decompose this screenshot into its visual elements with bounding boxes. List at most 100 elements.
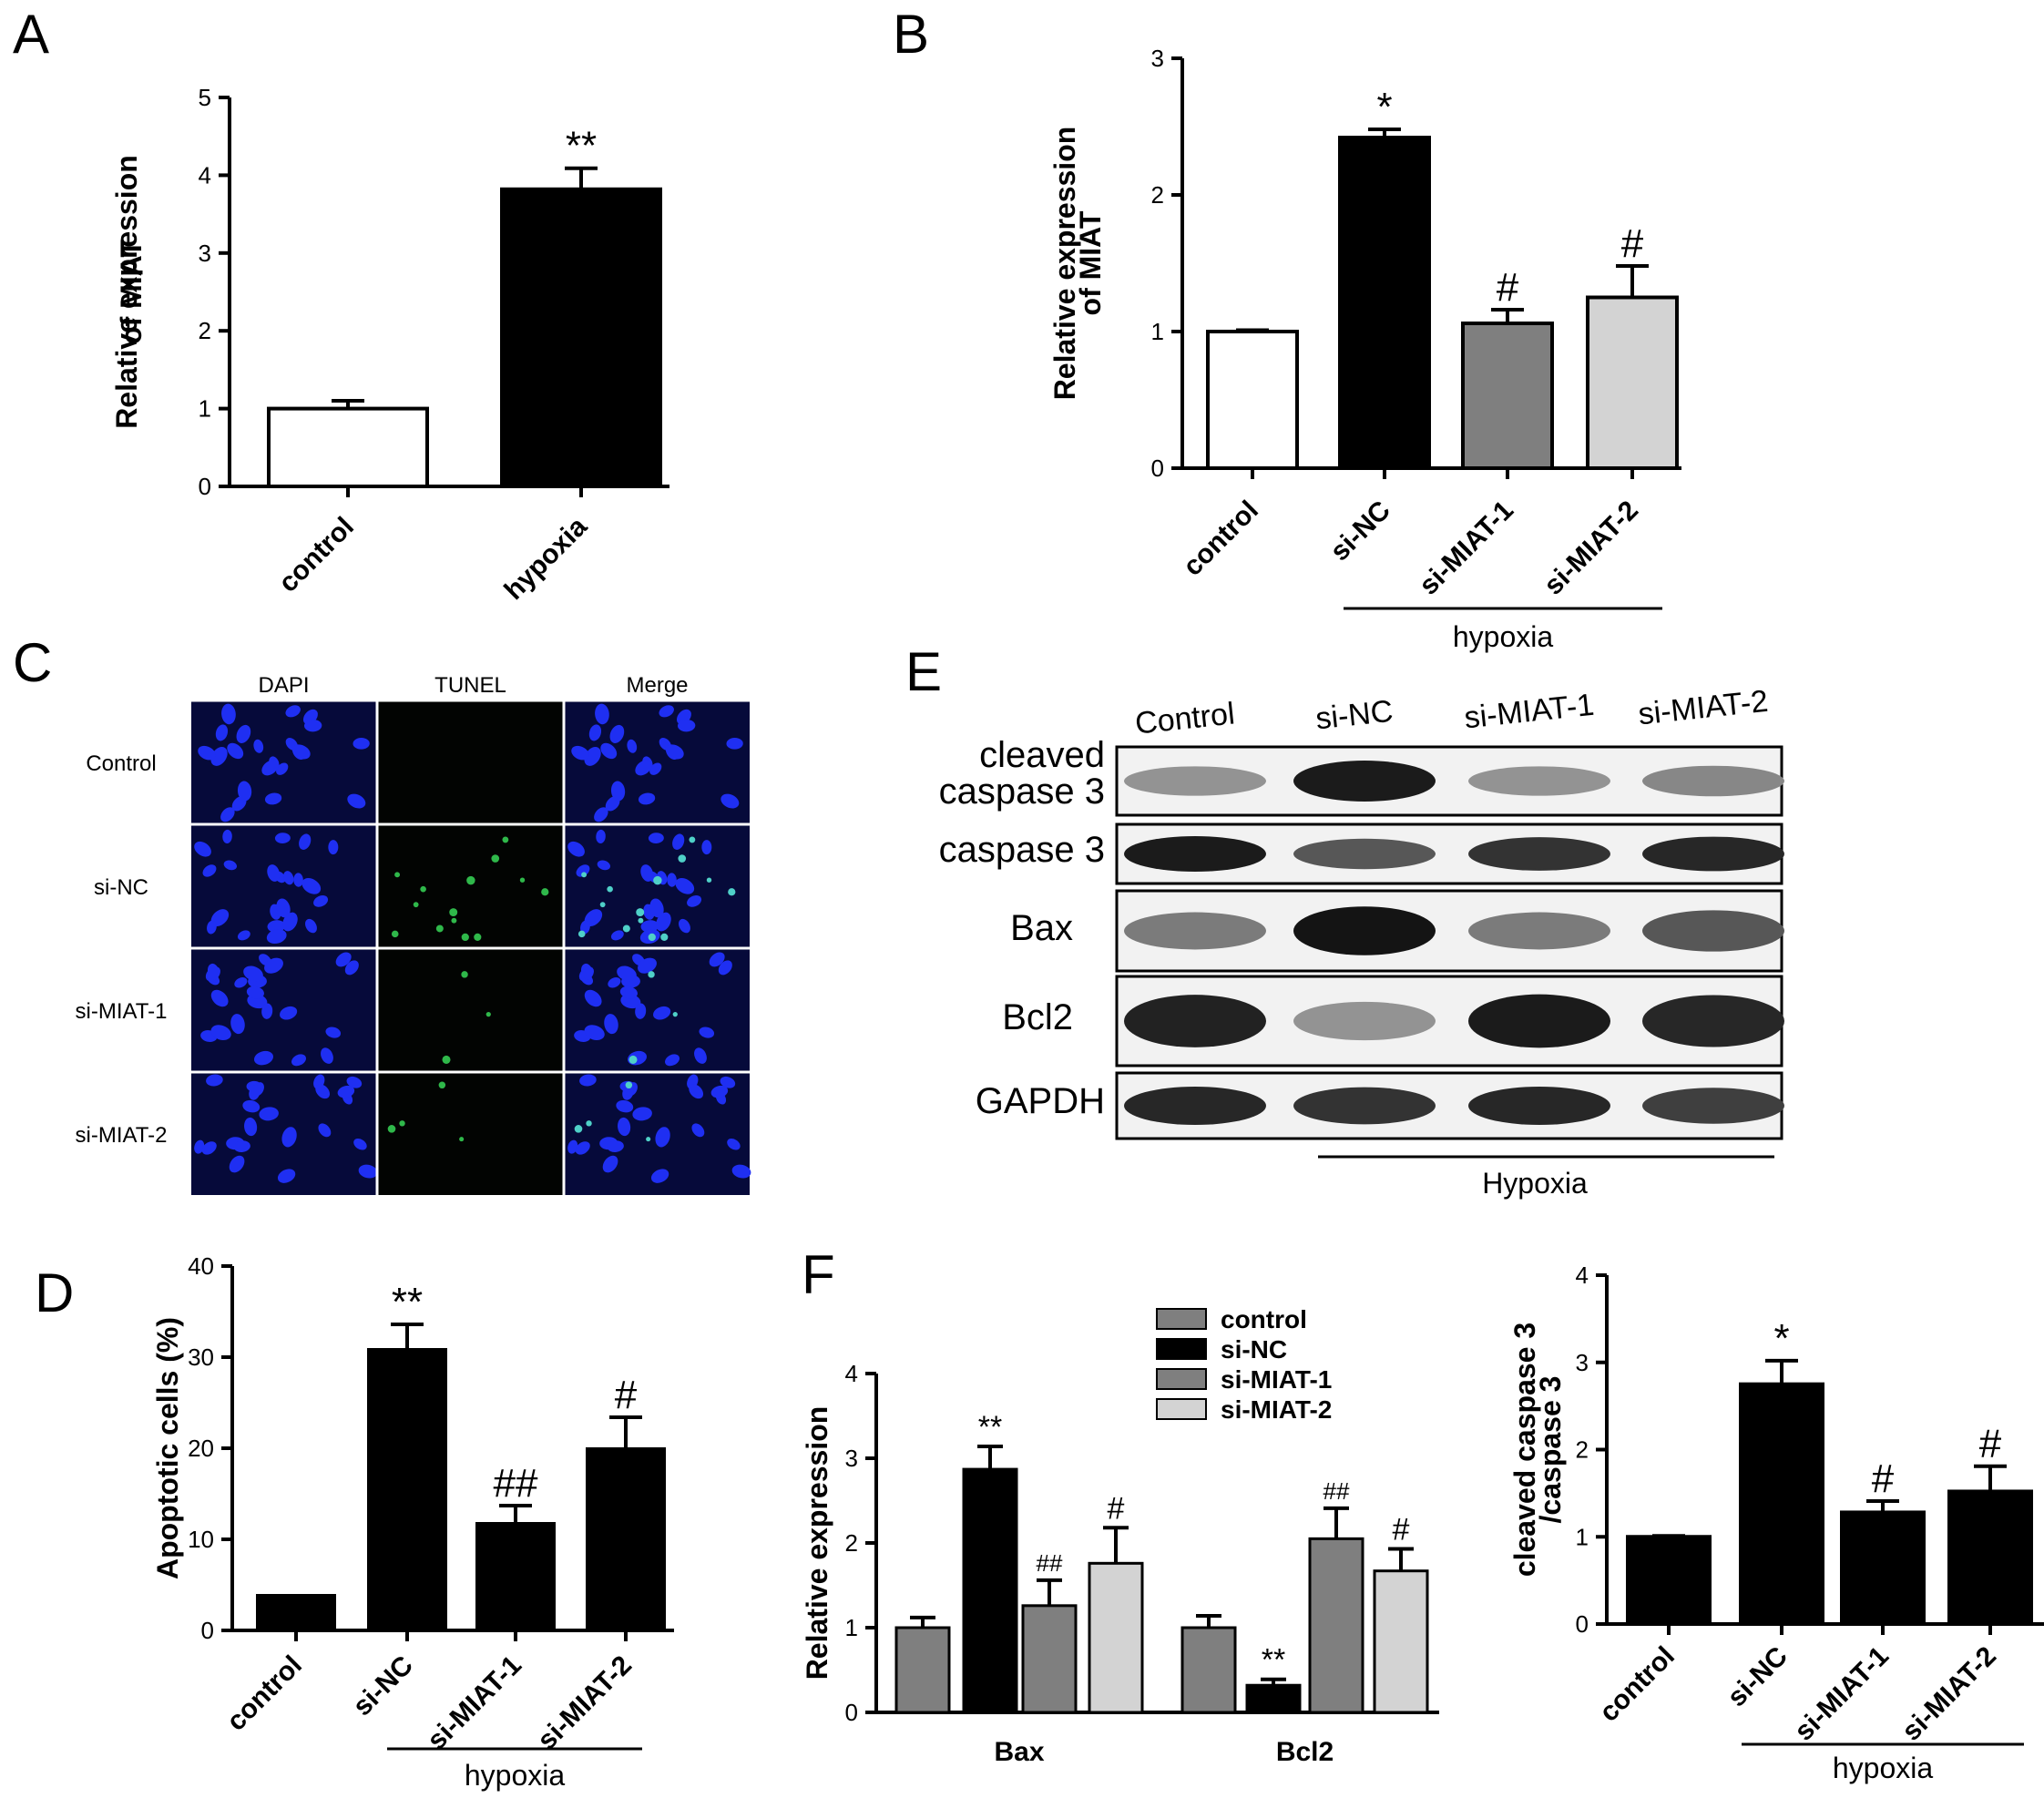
significance-mark: ** bbox=[978, 1410, 1002, 1445]
tunel-signal bbox=[638, 917, 644, 924]
nucleus bbox=[276, 898, 291, 918]
nucleus bbox=[699, 1027, 715, 1038]
nucleus bbox=[335, 952, 352, 967]
protein-band bbox=[1642, 1088, 1784, 1124]
bar bbox=[267, 406, 429, 489]
nucleus bbox=[665, 744, 684, 760]
nucleus bbox=[610, 781, 626, 802]
nucleus bbox=[321, 1047, 333, 1064]
bar bbox=[475, 1522, 556, 1632]
nucleus bbox=[640, 864, 654, 882]
category-label: si-MIAT-2 bbox=[532, 1650, 638, 1756]
nucleus bbox=[627, 739, 638, 753]
nucleus bbox=[222, 829, 232, 844]
nucleus bbox=[679, 918, 690, 934]
protein-band bbox=[1293, 838, 1436, 870]
band-label: Bcl2 bbox=[1002, 997, 1073, 1037]
significance-mark: ## bbox=[1323, 1477, 1350, 1505]
blot-strip: caspase 3 bbox=[939, 822, 1784, 885]
nucleus bbox=[353, 738, 370, 750]
row-label: Control bbox=[86, 751, 156, 776]
row-label: si-MIAT-2 bbox=[76, 1123, 168, 1148]
band-label: caspase 3 bbox=[939, 771, 1105, 812]
tunel-signal bbox=[586, 1120, 592, 1127]
nucleus bbox=[687, 895, 702, 907]
y-axis-label: Apoptotic cells (%) bbox=[151, 1317, 184, 1579]
nucleus bbox=[353, 1139, 367, 1150]
tunel-signal bbox=[413, 902, 419, 908]
significance-mark: ## bbox=[1037, 1549, 1063, 1577]
nucleus bbox=[596, 829, 606, 844]
group-label: hypoxia bbox=[1833, 1752, 1934, 1784]
y-tick-label: 0 bbox=[1576, 1610, 1589, 1638]
nucleus bbox=[567, 1139, 578, 1154]
nucleus bbox=[221, 703, 236, 725]
nucleus bbox=[233, 1140, 250, 1152]
bar bbox=[586, 1447, 666, 1632]
bar bbox=[1461, 322, 1554, 470]
protein-band bbox=[1124, 912, 1266, 950]
nucleus bbox=[632, 1107, 652, 1121]
nucleus bbox=[358, 1164, 378, 1179]
protein-band bbox=[1293, 1087, 1436, 1125]
tunel-signal bbox=[449, 908, 458, 917]
nucleus bbox=[709, 952, 725, 967]
nucleus bbox=[701, 840, 712, 855]
tunel-signal bbox=[451, 917, 457, 924]
nucleus bbox=[264, 792, 282, 805]
bar bbox=[894, 1626, 951, 1714]
y-axis-label: cleaved caspase 3 bbox=[1508, 1323, 1541, 1577]
category-label: Bax bbox=[994, 1737, 1044, 1767]
western-blot: Control si-NC si-MIAT-1 si-MIAT-2cleavedcas… bbox=[939, 684, 1784, 1200]
legend-swatch bbox=[1156, 1308, 1207, 1330]
image-background bbox=[378, 701, 563, 823]
tunel-signal bbox=[625, 1081, 633, 1089]
nucleus bbox=[622, 1084, 634, 1100]
nucleus bbox=[249, 1084, 261, 1100]
nucleus bbox=[227, 742, 244, 760]
image-background bbox=[378, 1073, 563, 1195]
group-label: Hypoxia bbox=[1482, 1167, 1588, 1200]
nucleus bbox=[584, 989, 602, 1007]
band-label: GAPDH bbox=[976, 1081, 1105, 1121]
nucleus bbox=[567, 841, 585, 857]
protein-band bbox=[1293, 1001, 1436, 1041]
image-background bbox=[378, 825, 563, 947]
tunel-signal bbox=[660, 933, 669, 941]
tunel-signal bbox=[519, 877, 526, 883]
nucleus bbox=[718, 960, 732, 976]
nucleus bbox=[616, 1099, 634, 1113]
nucleus bbox=[677, 719, 696, 732]
nucleus bbox=[267, 920, 286, 933]
panel-letter-a: A bbox=[13, 4, 49, 65]
tunel-signal bbox=[502, 836, 509, 843]
group-label: hypoxia bbox=[465, 1759, 566, 1792]
y-tick-label: 2 bbox=[1576, 1436, 1589, 1464]
tunel-signal bbox=[581, 872, 588, 878]
chart-F2: 0 1 2 3 4 cleaved caspase 3/caspase 3 control *… bbox=[1508, 1262, 2044, 1784]
nucleus bbox=[727, 1139, 741, 1150]
protein-band bbox=[1293, 906, 1436, 955]
nucleus bbox=[579, 1074, 597, 1087]
bar bbox=[367, 1348, 447, 1632]
protein-band bbox=[1468, 994, 1610, 1048]
tunel-signal bbox=[646, 1137, 651, 1142]
y-tick-label: 2 bbox=[845, 1529, 858, 1557]
nucleus bbox=[617, 965, 637, 982]
nucleus bbox=[266, 929, 287, 945]
y-tick-label: 5 bbox=[199, 84, 211, 111]
nucleus bbox=[234, 977, 248, 988]
y-axis-label: of MIAT bbox=[115, 240, 148, 344]
nucleus bbox=[575, 1141, 590, 1155]
nucleus bbox=[207, 963, 220, 980]
category-label: si-MIAT-2 bbox=[1896, 1641, 2002, 1747]
nucleus bbox=[346, 1076, 363, 1088]
y-tick-label: 4 bbox=[845, 1360, 858, 1387]
y-tick-label: 1 bbox=[1151, 318, 1164, 345]
column-header: TUNEL bbox=[434, 673, 506, 698]
tunel-signal bbox=[689, 836, 696, 843]
nucleus bbox=[602, 1155, 618, 1173]
